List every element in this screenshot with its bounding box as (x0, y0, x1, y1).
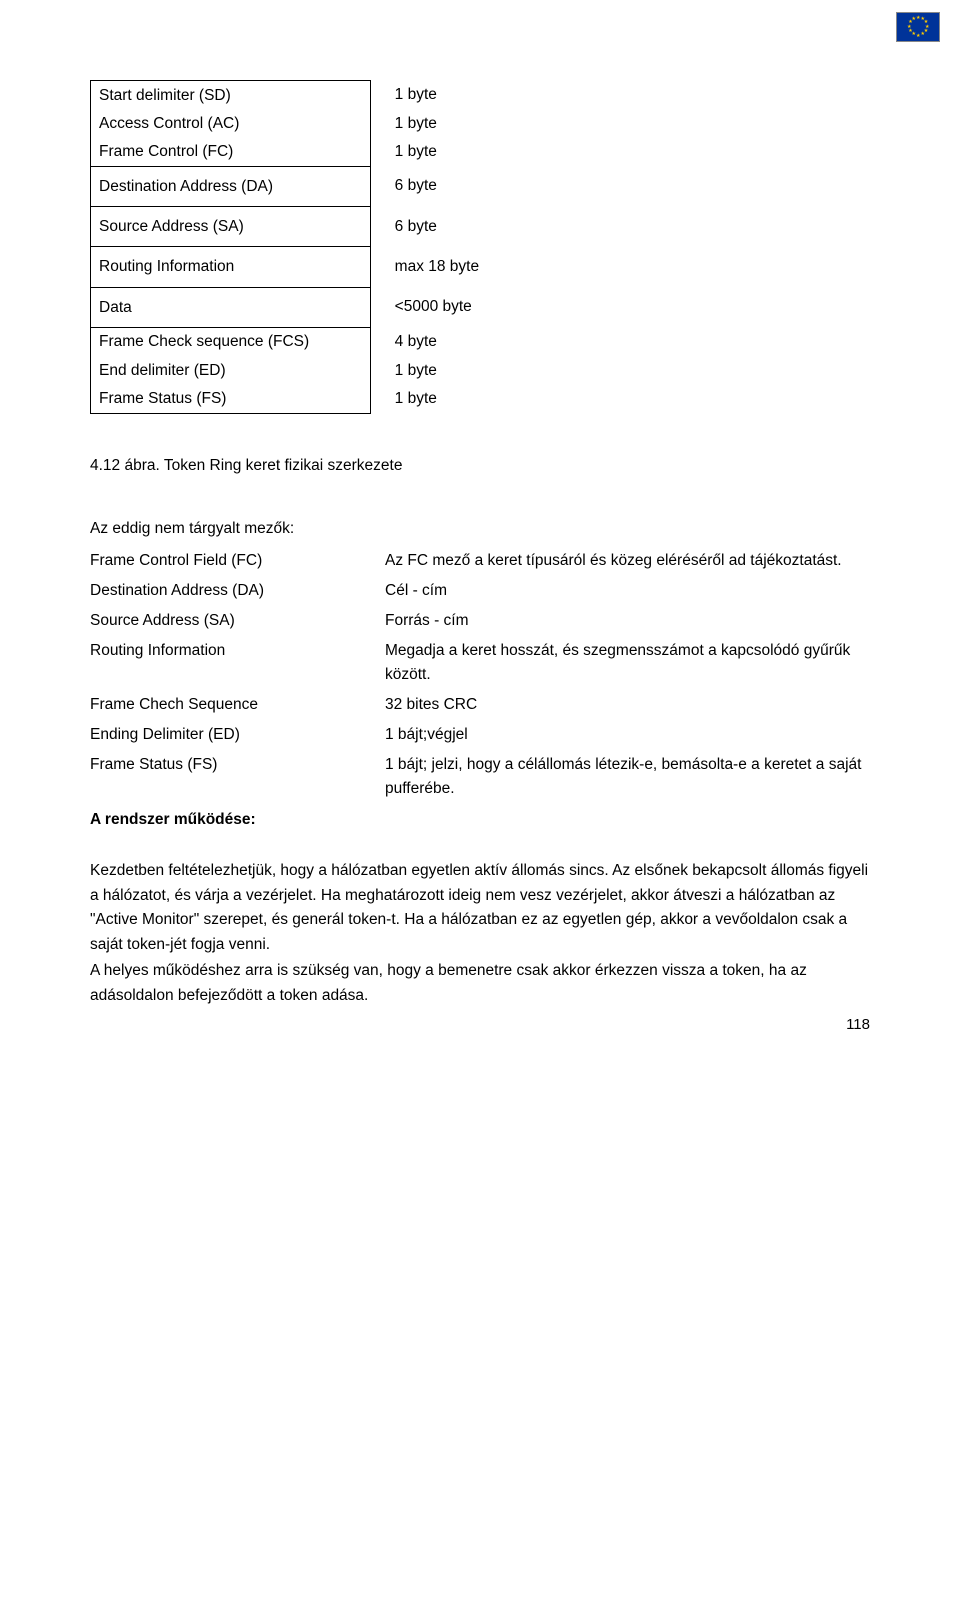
definition-desc: 1 bájt;végjel (385, 720, 870, 750)
field-value-cell: 1 byte (370, 81, 589, 110)
table-row: Destination Address (DA)Cél - cím (90, 576, 870, 606)
definition-term: Frame Control Field (FC) (90, 546, 385, 576)
body-paragraph: A helyes működéshez arra is szükség van,… (90, 959, 870, 1008)
field-name-cell: Access Control (AC) (91, 109, 371, 137)
field-value-cell: 1 byte (370, 109, 589, 137)
field-name-cell: Frame Check sequence (FCS) (91, 327, 371, 356)
system-heading: A rendszer működése: (90, 808, 870, 831)
table-row: Access Control (AC)1 byte (91, 109, 590, 137)
definition-desc: Cél - cím (385, 576, 870, 606)
table-row: Source Address (SA)6 byte (91, 207, 590, 247)
definition-desc: Forrás - cím (385, 606, 870, 636)
table-row: Ending Delimiter (ED)1 bájt;végjel (90, 720, 870, 750)
page-number: 118 (846, 1014, 870, 1037)
table-row: Frame Chech Sequence32 bites CRC (90, 690, 870, 720)
field-name-cell: Destination Address (DA) (91, 166, 371, 206)
table-row: Frame Control (FC)1 byte (91, 138, 590, 167)
definition-term: Frame Chech Sequence (90, 690, 385, 720)
field-value-cell: 1 byte (370, 384, 589, 413)
definition-term: Ending Delimiter (ED) (90, 720, 385, 750)
field-name-cell: Source Address (SA) (91, 207, 371, 247)
field-value-cell: <5000 byte (370, 287, 589, 327)
definition-term: Routing Information (90, 636, 385, 690)
field-value-cell: 6 byte (370, 207, 589, 247)
field-name-cell: Start delimiter (SD) (91, 81, 371, 110)
table-row: Destination Address (DA)6 byte (91, 166, 590, 206)
frame-structure-table: Start delimiter (SD)1 byteAccess Control… (90, 80, 590, 414)
table-row: End delimiter (ED)1 byte (91, 356, 590, 384)
table-row: Frame Control Field (FC)Az FC mező a ker… (90, 546, 870, 576)
field-name-cell: Data (91, 287, 371, 327)
table-row: Source Address (SA)Forrás - cím (90, 606, 870, 636)
field-value-cell: 1 byte (370, 138, 589, 167)
body-paragraphs: Kezdetben feltételezhetjük, hogy a hálóz… (90, 859, 870, 1008)
table-row: Data<5000 byte (91, 287, 590, 327)
table-row: Frame Check sequence (FCS)4 byte (91, 327, 590, 356)
table-row: Frame Status (FS)1 byte (91, 384, 590, 413)
figure-caption: 4.12 ábra. Token Ring keret fizikai szer… (90, 454, 870, 477)
definition-desc: Megadja a keret hosszát, és szegmensszám… (385, 636, 870, 690)
definition-desc: 32 bites CRC (385, 690, 870, 720)
field-value-cell: 6 byte (370, 166, 589, 206)
field-value-cell: 4 byte (370, 327, 589, 356)
table-row: Routing InformationMegadja a keret hossz… (90, 636, 870, 690)
definition-term: Destination Address (DA) (90, 576, 385, 606)
field-name-cell: Routing Information (91, 247, 371, 287)
table-row: Frame Status (FS)1 bájt; jelzi, hogy a c… (90, 750, 870, 804)
field-name-cell: Frame Status (FS) (91, 384, 371, 413)
table-row: Start delimiter (SD)1 byte (91, 81, 590, 110)
eu-flag-icon: ★★★★★★★★★★★★ (896, 12, 940, 42)
field-value-cell: max 18 byte (370, 247, 589, 287)
field-value-cell: 1 byte (370, 356, 589, 384)
table-row: Routing Informationmax 18 byte (91, 247, 590, 287)
definition-term: Frame Status (FS) (90, 750, 385, 804)
definition-term: Source Address (SA) (90, 606, 385, 636)
body-paragraph: Kezdetben feltételezhetjük, hogy a hálóz… (90, 859, 870, 957)
definition-desc: 1 bájt; jelzi, hogy a célállomás létezik… (385, 750, 870, 804)
definition-desc: Az FC mező a keret típusáról és közeg el… (385, 546, 870, 576)
fields-intro: Az eddig nem tárgyalt mezők: (90, 517, 870, 540)
field-name-cell: Frame Control (FC) (91, 138, 371, 167)
field-name-cell: End delimiter (ED) (91, 356, 371, 384)
field-definitions-table: Frame Control Field (FC)Az FC mező a ker… (90, 546, 870, 804)
